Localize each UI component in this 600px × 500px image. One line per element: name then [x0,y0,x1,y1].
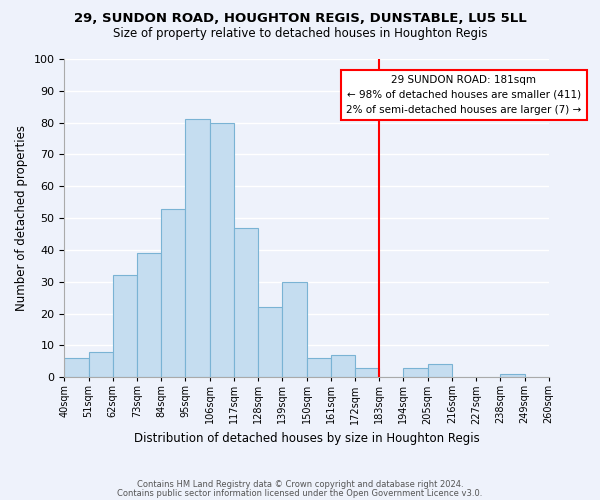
Text: 29 SUNDON ROAD: 181sqm
← 98% of detached houses are smaller (411)
2% of semi-det: 29 SUNDON ROAD: 181sqm ← 98% of detached… [346,75,581,114]
Bar [403,368,428,377]
Bar [234,228,258,377]
Text: 29, SUNDON ROAD, HOUGHTON REGIS, DUNSTABLE, LU5 5LL: 29, SUNDON ROAD, HOUGHTON REGIS, DUNSTAB… [74,12,526,26]
Bar [137,253,161,377]
Bar [355,368,379,377]
Bar [89,352,113,377]
Bar [161,208,185,377]
Bar [500,374,524,377]
Bar [64,358,89,377]
Bar [428,364,452,377]
Bar [282,282,307,377]
Text: Contains HM Land Registry data © Crown copyright and database right 2024.: Contains HM Land Registry data © Crown c… [137,480,463,489]
X-axis label: Distribution of detached houses by size in Houghton Regis: Distribution of detached houses by size … [134,432,479,445]
Bar [185,120,209,377]
Bar [258,307,282,377]
Bar [209,122,234,377]
Text: Contains public sector information licensed under the Open Government Licence v3: Contains public sector information licen… [118,488,482,498]
Bar [331,355,355,377]
Text: Size of property relative to detached houses in Houghton Regis: Size of property relative to detached ho… [113,28,487,40]
Bar [113,276,137,377]
Bar [307,358,331,377]
Y-axis label: Number of detached properties: Number of detached properties [15,125,28,311]
